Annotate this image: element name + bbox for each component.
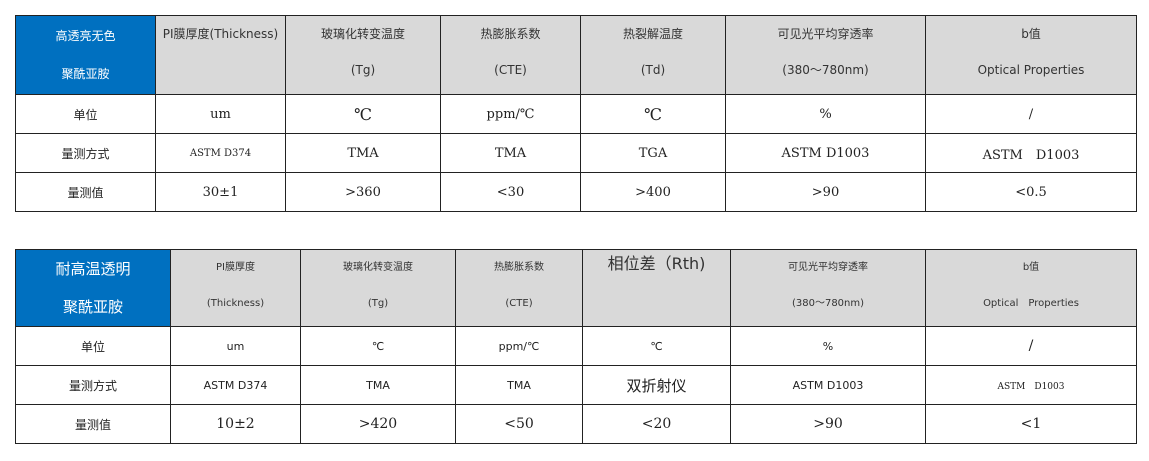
header-line: (Tg) xyxy=(350,63,376,77)
cell: 10±2 xyxy=(170,404,301,444)
header-line: b值 xyxy=(1021,27,1041,41)
header-line: 可见光平均穿透率 xyxy=(777,27,874,41)
cell: um xyxy=(170,326,301,366)
header-line: 玻璃化转变温度 xyxy=(343,262,413,273)
cell: / xyxy=(925,326,1137,366)
cell: ppm/℃ xyxy=(440,94,581,134)
cell: ℃ xyxy=(285,94,441,134)
header-line: 热膨胀系数 xyxy=(480,27,541,41)
title-line: 聚酰亚胺 xyxy=(62,298,123,316)
header-td: 热裂解温度 (Td) xyxy=(580,15,726,95)
header-line: PI膜厚度 xyxy=(216,262,255,273)
cell: 双折射仪 xyxy=(582,365,731,405)
cell: ℃ xyxy=(300,326,456,366)
header-thickness: PI膜厚度(Thickness) xyxy=(155,15,286,95)
header-line: b值 xyxy=(1022,262,1040,273)
header-row: 耐高温透明聚酰亚胺 PI膜厚度 (Thickness) 玻璃化转变温度 (Tg) 热… xyxy=(15,249,1137,327)
table-row: 量测值 30±1 >360 <30 >400 >90 <0.5 xyxy=(15,172,1137,212)
row-label: 单位 xyxy=(15,326,171,366)
row-label: 量测方式 xyxy=(15,365,171,405)
cell: ASTM D374 xyxy=(155,133,286,173)
cell: TMA xyxy=(300,365,456,405)
title-line: 耐高温透明 xyxy=(55,260,131,278)
properties-table-heat-resistant-pi: 耐高温透明聚酰亚胺 PI膜厚度 (Thickness) 玻璃化转变温度 (Tg) 热… xyxy=(15,249,1137,444)
header-cte: 热膨胀系数 (CTE) xyxy=(455,249,583,327)
cell: % xyxy=(725,94,926,134)
cell: <30 xyxy=(440,172,581,212)
cell: ℃ xyxy=(580,94,726,134)
cell: TMA xyxy=(455,365,583,405)
cell: <0.5 xyxy=(925,172,1137,212)
row-label: 单位 xyxy=(15,94,156,134)
header-line: 热裂解温度 xyxy=(622,27,683,41)
cell: <1 xyxy=(925,404,1137,444)
header-line: (380～780nm) xyxy=(782,63,869,77)
cell: 30±1 xyxy=(155,172,286,212)
cell: >90 xyxy=(725,172,926,212)
header-tg: 玻璃化转变温度 (Tg) xyxy=(285,15,441,95)
header-line: (Td) xyxy=(640,63,666,77)
header-b-value: b值 Optical Properties xyxy=(925,249,1137,327)
header-rth: 相位差（Rth) xyxy=(582,249,731,327)
cell: >90 xyxy=(730,404,926,444)
cell: ASTM D1003 xyxy=(725,133,926,173)
table-row: 单位 um ℃ ppm/℃ ℃ % / xyxy=(15,94,1137,134)
header-line: PI膜厚度(Thickness) xyxy=(162,27,279,41)
header-line: (Tg) xyxy=(367,298,389,309)
header-line: Optical Properties xyxy=(977,63,1085,77)
cell: TMA xyxy=(285,133,441,173)
cell: ppm/℃ xyxy=(455,326,583,366)
header-line: 热膨胀系数 xyxy=(494,262,544,273)
table-title-cell: 耐高温透明 聚酰亚胺 xyxy=(15,249,171,327)
table-row: 单位 um ℃ ppm/℃ ℃ % / xyxy=(15,326,1137,366)
header-tg: 玻璃化转变温度 (Tg) xyxy=(300,249,456,327)
header-line: 玻璃化转变温度 xyxy=(320,27,405,41)
cell: >360 xyxy=(285,172,441,212)
row-label: 量测值 xyxy=(15,172,156,212)
table-title-cell: 高透亮无色 聚酰亚胺 xyxy=(15,15,156,95)
header-line: 可见光平均穿透率 xyxy=(788,262,868,273)
row-label: 量测方式 xyxy=(15,133,156,173)
header-transmittance: 可见光平均穿透率 (380～780nm) xyxy=(730,249,926,327)
cell: ASTM D1003 xyxy=(925,133,1137,173)
header-line: Optical Properties xyxy=(983,298,1079,309)
header-row: 高透亮无色聚酰亚胺 PI膜厚度(Thickness) 玻璃化转变温度 (Tg) 热… xyxy=(15,15,1137,95)
cell: <20 xyxy=(582,404,731,444)
header-b-value: b值 Optical Properties xyxy=(925,15,1137,95)
cell: TMA xyxy=(440,133,581,173)
cell: ASTM D374 xyxy=(170,365,301,405)
table-row: 量测方式 ASTM D374 TMA TMA TGA ASTM D1003 AS… xyxy=(15,133,1137,173)
header-line: (CTE) xyxy=(494,63,527,77)
cell: TGA xyxy=(580,133,726,173)
table-row: 量测值 10±2 >420 <50 <20 >90 <1 xyxy=(15,404,1137,444)
title-line: 聚酰亚胺 xyxy=(61,67,110,81)
header-thickness: PI膜厚度 (Thickness) xyxy=(170,249,301,327)
cell: ASTM D1003 xyxy=(730,365,926,405)
header-transmittance: 可见光平均穿透率 (380～780nm) xyxy=(725,15,926,95)
cell: um xyxy=(155,94,286,134)
table-row: 量测方式 ASTM D374 TMA TMA 双折射仪 ASTM D1003 A… xyxy=(15,365,1137,405)
cell: >420 xyxy=(300,404,456,444)
header-line: (Thickness) xyxy=(206,298,265,309)
header-cte: 热膨胀系数 (CTE) xyxy=(440,15,581,95)
properties-table-colorless-pi: 高透亮无色聚酰亚胺 PI膜厚度(Thickness) 玻璃化转变温度 (Tg) 热… xyxy=(15,15,1137,212)
header-line: 相位差（Rth) xyxy=(607,254,706,273)
cell: >400 xyxy=(580,172,726,212)
header-line: (380～780nm) xyxy=(791,298,865,309)
title-line: 高透亮无色 xyxy=(55,29,116,43)
cell: ℃ xyxy=(582,326,731,366)
cell: <50 xyxy=(455,404,583,444)
cell: % xyxy=(730,326,926,366)
header-line: (CTE) xyxy=(505,298,533,309)
row-label: 量测值 xyxy=(15,404,171,444)
cell: / xyxy=(925,94,1137,134)
cell: ASTM D1003 xyxy=(925,365,1137,405)
